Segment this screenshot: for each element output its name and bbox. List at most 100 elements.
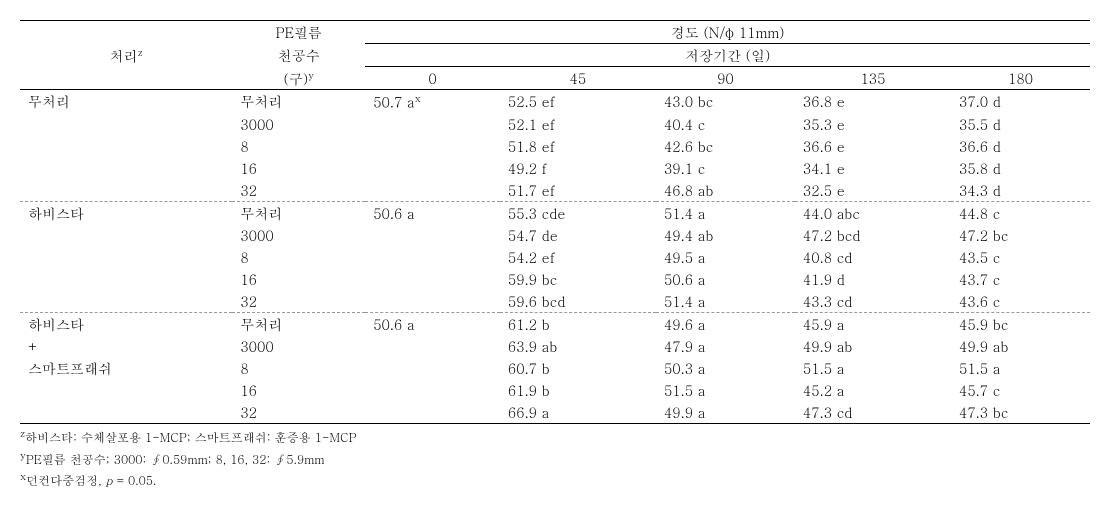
- data-cell: 50.3 a: [656, 357, 795, 379]
- pe-cell: 8: [232, 135, 365, 157]
- data-cell: 54.7 de: [500, 224, 656, 246]
- data-cell: 52.5 ef: [500, 90, 656, 113]
- data-cell: 43.0 bc: [656, 90, 795, 113]
- col-day-180: 180: [951, 67, 1090, 90]
- data-cell: 51.4 a: [656, 201, 795, 224]
- data-cell: 47.2 bcd: [795, 224, 951, 246]
- data-cell: [365, 246, 500, 268]
- group-name: 무처리: [20, 90, 232, 202]
- data-cell: 50.6 a: [656, 268, 795, 290]
- data-cell: 63.9 ab: [500, 335, 656, 357]
- col-day-90: 90: [656, 67, 795, 90]
- data-cell: 51.5 a: [951, 357, 1090, 379]
- footnote-x: x던컨다중검정, p = 0.05.: [20, 469, 1094, 490]
- data-table: 처리z PE필름 경도 (N/φ 11mm) 천공수 저장기간 (일) (구)y…: [20, 20, 1090, 424]
- col-period: 저장기간 (일): [365, 44, 1090, 67]
- data-cell: 49.9 ab: [795, 335, 951, 357]
- data-cell: 55.3 cde: [500, 201, 656, 224]
- data-cell: 44.8 c: [951, 201, 1090, 224]
- data-cell: 45.9 a: [795, 312, 951, 335]
- data-cell: 36.6 e: [795, 135, 951, 157]
- data-cell: 35.5 d: [951, 113, 1090, 135]
- table-row: 32 66.9 a 49.9 a 47.3 cd 47.3 bc: [20, 401, 1090, 424]
- data-cell: 34.3 d: [951, 179, 1090, 202]
- data-cell: 43.6 c: [951, 290, 1090, 313]
- data-cell: 34.1 e: [795, 157, 951, 179]
- data-cell: [365, 157, 500, 179]
- data-cell: 47.3 cd: [795, 401, 951, 424]
- pe-cell: 32: [232, 290, 365, 313]
- data-cell: 49.2 f: [500, 157, 656, 179]
- data-cell: 50.6 a: [365, 201, 500, 224]
- data-cell: 59.6 bcd: [500, 290, 656, 313]
- data-cell: 36.6 d: [951, 135, 1090, 157]
- table-row: 하비스타 무처리 50.6 a 61.2 b 49.6 a 45.9 a 45.…: [20, 312, 1090, 335]
- data-cell: 49.9 a: [656, 401, 795, 424]
- data-cell: 51.8 ef: [500, 135, 656, 157]
- data-cell: 49.6 a: [656, 312, 795, 335]
- data-cell: 43.3 cd: [795, 290, 951, 313]
- table-row: 하비스타 무처리 50.6 a 55.3 cde 51.4 a 44.0 abc…: [20, 201, 1090, 224]
- data-cell: 36.8 e: [795, 90, 951, 113]
- data-cell: 51.5 a: [656, 379, 795, 401]
- pe-cell: 3000: [232, 335, 365, 357]
- data-cell: 35.8 d: [951, 157, 1090, 179]
- data-cell: 44.0 abc: [795, 201, 951, 224]
- data-cell: [365, 224, 500, 246]
- data-cell: 61.2 b: [500, 312, 656, 335]
- group-name-line: 스마트프래쉬: [20, 357, 232, 379]
- col-pe-line3: (구)y: [232, 67, 365, 90]
- data-cell: 47.9 a: [656, 335, 795, 357]
- col-pe-line2: 천공수: [232, 44, 365, 67]
- data-cell: [365, 401, 500, 424]
- pe-cell: 8: [232, 357, 365, 379]
- col-hardness: 경도 (N/φ 11mm): [365, 21, 1090, 44]
- data-cell: 51.7 ef: [500, 179, 656, 202]
- data-cell: 50.6 a: [365, 312, 500, 335]
- data-cell: 60.7 b: [500, 357, 656, 379]
- data-cell: 49.9 ab: [951, 335, 1090, 357]
- table-row: 무처리 무처리 50.7 ax 52.5 ef 43.0 bc 36.8 e 3…: [20, 90, 1090, 113]
- pe-cell: 무처리: [232, 312, 365, 335]
- data-cell: [365, 357, 500, 379]
- pe-cell: 8: [232, 246, 365, 268]
- data-cell: 45.7 c: [951, 379, 1090, 401]
- data-cell: 51.4 a: [656, 290, 795, 313]
- data-cell: [365, 113, 500, 135]
- data-cell: 47.2 bc: [951, 224, 1090, 246]
- data-cell: 54.2 ef: [500, 246, 656, 268]
- data-cell: 42.6 bc: [656, 135, 795, 157]
- pe-cell: 16: [232, 379, 365, 401]
- data-cell: [365, 335, 500, 357]
- data-cell: 35.3 e: [795, 113, 951, 135]
- footnote-z: z하비스타: 수체살포용 1-MCP; 스마트프래쉬: 훈증용 1-MCP: [20, 426, 1094, 447]
- pe-cell: 3000: [232, 113, 365, 135]
- table-row: 스마트프래쉬 8 60.7 b 50.3 a 51.5 a 51.5 a: [20, 357, 1090, 379]
- footnotes: z하비스타: 수체살포용 1-MCP; 스마트프래쉬: 훈증용 1-MCP yP…: [20, 426, 1094, 490]
- data-cell: 47.3 bc: [951, 401, 1090, 424]
- data-cell: 46.8 ab: [656, 179, 795, 202]
- pe-cell: 16: [232, 157, 365, 179]
- data-cell: 43.7 c: [951, 268, 1090, 290]
- data-cell: 39.1 c: [656, 157, 795, 179]
- data-cell: [365, 135, 500, 157]
- group-name-line: 하비스타: [20, 312, 232, 335]
- pe-cell: 3000: [232, 224, 365, 246]
- data-cell: 50.7 ax: [365, 90, 500, 113]
- data-cell: [365, 379, 500, 401]
- data-cell: 40.8 cd: [795, 246, 951, 268]
- table-row: 16 61.9 b 51.5 a 45.2 a 45.7 c: [20, 379, 1090, 401]
- data-cell: 49.5 a: [656, 246, 795, 268]
- col-pe-line1: PE필름: [232, 21, 365, 44]
- data-cell: 66.9 a: [500, 401, 656, 424]
- group-name: 하비스타: [20, 201, 232, 312]
- data-cell: 45.9 bc: [951, 312, 1090, 335]
- data-cell: [365, 290, 500, 313]
- col-day-45: 45: [500, 67, 656, 90]
- data-cell: 59.9 bc: [500, 268, 656, 290]
- col-day-135: 135: [795, 67, 951, 90]
- pe-cell: 16: [232, 268, 365, 290]
- data-cell: 49.4 ab: [656, 224, 795, 246]
- data-cell: 43.5 c: [951, 246, 1090, 268]
- footnote-y: yPE필름 천공수; 3000: ∮0.59mm; 8, 16, 32: ∮5.…: [20, 448, 1094, 469]
